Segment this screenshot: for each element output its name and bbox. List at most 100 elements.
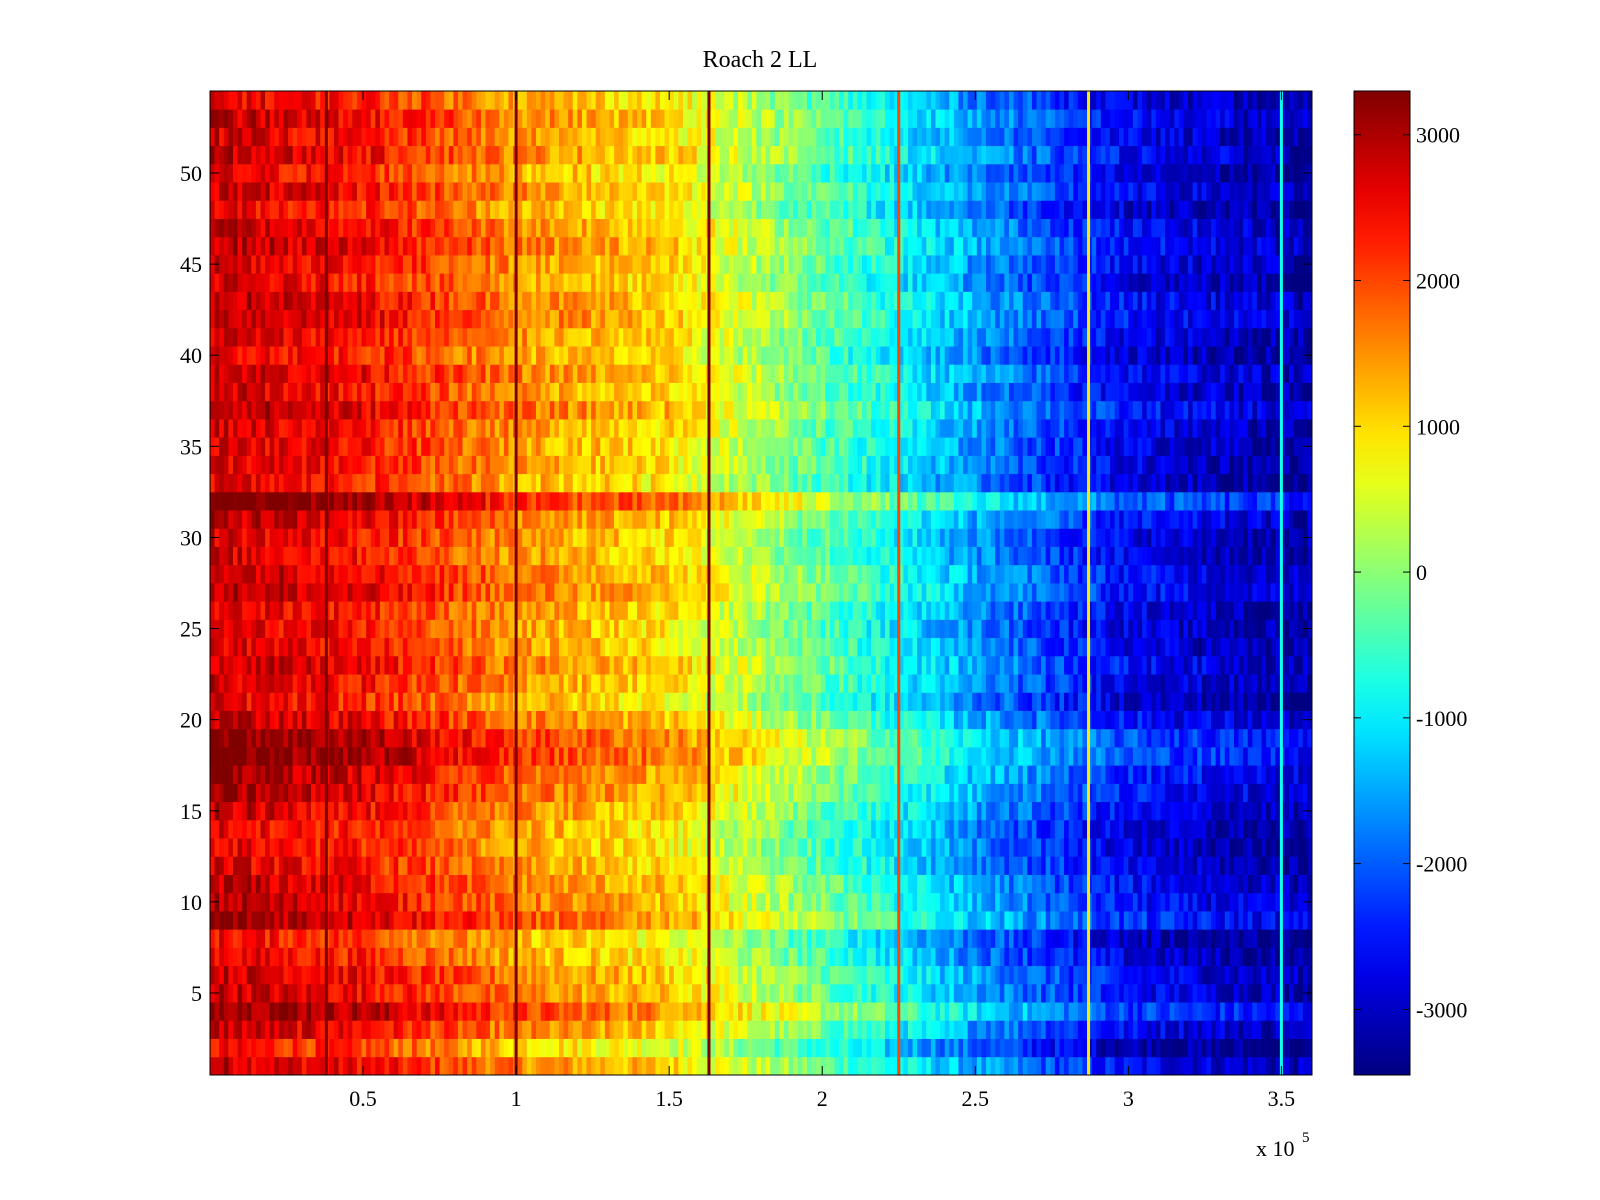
heatmap-cell [701,1038,707,1058]
heatmap-cell [232,710,238,730]
heatmap-cell [1197,819,1203,839]
heatmap-cell [967,710,973,730]
heatmap-cell [1100,1038,1106,1058]
heatmap-cell [1289,1002,1295,1021]
heatmap-cell [1243,838,1249,857]
heatmap-cell [563,856,569,875]
heatmap-cell [389,911,395,930]
heatmap-cell [1174,1020,1180,1039]
heatmap-cell [311,911,317,930]
heatmap-cell [797,1056,803,1076]
heatmap-cell [549,874,555,894]
heatmap-cell [260,765,266,784]
heatmap-cell [1013,747,1019,766]
heatmap-cell [852,710,858,730]
heatmap-cell [1183,1020,1189,1039]
heatmap-cell [972,874,978,894]
heatmap-cell [508,747,514,766]
heatmap-cell [333,965,339,985]
heatmap-cell [1215,983,1221,1003]
heatmap-cell [1160,929,1166,948]
heatmap-cell [935,911,941,930]
heatmap-cell [926,983,932,1003]
heatmap-cell [820,765,826,784]
heatmap-cell [595,801,601,821]
heatmap-cell [265,965,271,985]
heatmap-cell [499,965,505,985]
heatmap-cell [416,983,422,1003]
heatmap-cell [476,747,482,766]
heatmap-cell [311,692,317,711]
heatmap-cell [1266,765,1272,784]
heatmap-cell [715,874,721,894]
heatmap-cell [260,710,266,730]
heatmap-cell [898,838,904,857]
heatmap-cell [797,874,803,894]
heatmap-cell [981,783,987,803]
heatmap-cell [738,747,744,766]
heatmap-cell [568,783,574,803]
heatmap-cell [1261,1020,1267,1039]
heatmap-cell [678,783,684,803]
heatmap-cell [935,1020,941,1039]
heatmap-cell [503,965,509,985]
heatmap-cell [545,1002,551,1021]
heatmap-cell [1165,856,1171,875]
heatmap-cell [292,929,298,948]
heatmap-cell [1119,1038,1125,1058]
heatmap-cell [1165,892,1171,912]
heatmap-cell [1128,1056,1134,1076]
heatmap-cell [480,783,486,803]
heatmap-cell [655,801,661,821]
heatmap-cell [981,892,987,912]
heatmap-cell [963,747,969,766]
heatmap-cell [719,874,725,894]
heatmap-cell [834,929,840,948]
heatmap-cell [338,801,344,821]
heatmap-cell [719,1020,725,1039]
heatmap-cell [1298,783,1304,803]
heatmap-cell [742,710,748,730]
heatmap-cell [999,838,1005,857]
heatmap-cell [774,874,780,894]
heatmap-cell [738,911,744,930]
heatmap-cell [366,765,372,784]
heatmap-cell [563,710,569,730]
heatmap-cell [820,728,826,748]
heatmap-cell [352,1002,358,1021]
heatmap-cell [692,1020,698,1039]
heatmap-cell [673,783,679,803]
heatmap-cell [623,692,629,711]
heatmap-cell [820,783,826,803]
heatmap-cell [494,765,500,784]
heatmap-cell [1008,947,1014,967]
heatmap-cell [682,838,688,857]
heatmap-cell [297,965,303,985]
heatmap-cell [935,692,941,711]
heatmap-cell [949,728,955,748]
heatmap-cell [1210,929,1216,948]
heatmap-cell [820,838,826,857]
heatmap-cell [903,1002,909,1021]
heatmap-cell [742,838,748,857]
heatmap-cell [1169,929,1175,948]
heatmap-cells [210,91,1313,1076]
heatmap-cell [210,965,215,985]
heatmap-cell [1238,965,1244,985]
heatmap-cell [1169,1002,1175,1021]
heatmap-cell [1270,747,1276,766]
heatmap-cell [379,692,385,711]
heatmap-cell [297,783,303,803]
heatmap-cell [467,983,473,1003]
heatmap-cell [467,765,473,784]
heatmap-cell [614,983,620,1003]
heatmap-cell [1151,728,1157,748]
heatmap-cell [655,838,661,857]
heatmap-cell [692,710,698,730]
heatmap-cell [1132,783,1138,803]
heatmap-cell [1206,947,1212,967]
heatmap-cell [251,783,257,803]
heatmap-cell [696,911,702,930]
heatmap-cell [696,1020,702,1039]
heatmap-cell [710,747,716,766]
